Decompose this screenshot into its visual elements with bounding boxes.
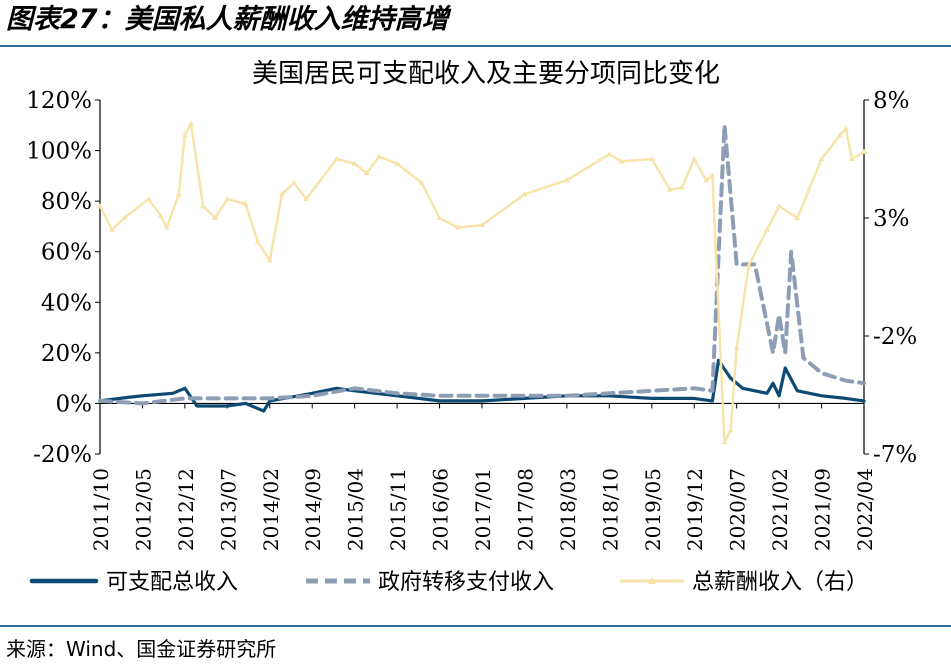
wage-marker [291,179,298,185]
legend-label-transfer: 政府转移支付收入 [378,570,554,595]
x-tick-label: 2013/07 [216,468,240,551]
wage-marker [163,224,170,230]
wage-marker [727,427,734,433]
wage-marker [121,215,128,220]
series-line-disposable-income [98,358,866,413]
chart: 美国居民可支配收入及主要分项同比变化 -20% 0% 20% 40% 60% 80% 100%… [26,59,917,595]
left-tick-label: 120% [26,88,92,114]
wage-marker [745,262,752,268]
x-tick-label: 2018/03 [556,468,580,551]
wage-marker [836,132,843,138]
wage-marker [436,215,443,220]
wage-marker [648,156,655,161]
x-tick-label: 2015/11 [386,468,410,551]
wage-marker [303,196,310,202]
x-tick-label: 2011/10 [89,468,113,551]
wage-marker [703,177,710,183]
wage-marker [242,200,249,206]
wage-marker [842,125,849,131]
wage-marker [157,212,164,218]
wage-marker [145,196,152,202]
wage-marker [763,226,770,232]
wage-marker [175,191,182,197]
left-tick-label: 60% [41,240,92,266]
wage-marker [333,156,340,161]
x-tick-label: 2022/04 [853,468,877,551]
x-tick-label: 2020/07 [726,468,750,551]
wage-marker [109,226,116,232]
wage-marker [521,191,528,197]
right-tick-label: 3% [873,206,910,232]
wage-marker [721,439,728,445]
wage-marker [266,257,273,263]
wage-marker [794,215,801,220]
wage-marker [200,203,207,209]
right-tick-label: -2% [873,324,917,350]
legend-label-wages: 总薪酬收入（右） [692,570,868,595]
wage-marker [733,344,740,350]
figure-title: 图表27：美国私人薪酬收入维持高增 [6,4,449,35]
wage-marker [454,224,461,230]
wage-marker [606,151,613,157]
wage-marker [212,215,219,220]
x-tick-label: 2021/02 [768,468,792,551]
wage-marker [861,148,867,154]
source-divider [0,625,951,627]
wage-marker [691,156,698,161]
x-tick-label: 2012/05 [131,468,155,551]
wage-marker [776,203,783,209]
legend-marker-wages [648,577,656,584]
wage-marker [375,153,382,159]
left-tick-label: 80% [41,189,92,215]
wage-marker [709,172,716,178]
wage-marker [254,238,261,244]
left-tick-label: 0% [56,391,93,417]
right-tick-label: 8% [873,88,910,114]
left-tick-label: 40% [41,290,92,316]
source-note: 来源：Wind、国金证券研究所 [6,637,277,661]
wage-marker [363,170,370,176]
wage-marker [181,132,188,138]
wage-marker [224,196,231,202]
wage-marker [818,156,825,161]
left-tick-label: 100% [26,139,92,165]
wage-marker [848,156,855,161]
wage-marker [618,158,625,164]
left-tick-label: 20% [41,341,92,367]
x-tick-label: 2014/02 [259,468,283,551]
legend-label-disposable: 可支配总收入 [106,570,238,595]
wage-marker [278,191,285,197]
x-tick-label: 2015/04 [344,468,368,551]
x-tick-label: 2019/12 [683,468,707,551]
x-tick-label: 2018/10 [598,468,622,551]
wage-marker [351,160,358,166]
title-divider [0,45,951,47]
wage-marker [679,184,686,190]
wage-marker [563,177,570,183]
wage-marker [666,186,673,192]
wage-marker [418,179,425,185]
right-tick-label: -7% [873,442,917,468]
chart-title: 美国居民可支配收入及主要分项同比变化 [252,59,720,89]
wage-marker [187,120,194,126]
wage-marker [479,222,485,228]
x-tick-label: 2017/08 [513,468,537,551]
x-tick-label: 2016/06 [429,468,453,551]
wage-marker [394,160,401,166]
x-tick-label: 2021/09 [811,468,835,551]
left-tick-label: -20% [33,442,92,468]
wage-marker [97,203,103,209]
x-tick-label: 2019/05 [641,468,665,551]
x-tick-label: 2017/01 [471,468,495,551]
x-tick-label: 2014/09 [301,468,325,551]
series-line-transfer-income [98,123,866,406]
x-tick-label: 2012/12 [174,468,198,551]
